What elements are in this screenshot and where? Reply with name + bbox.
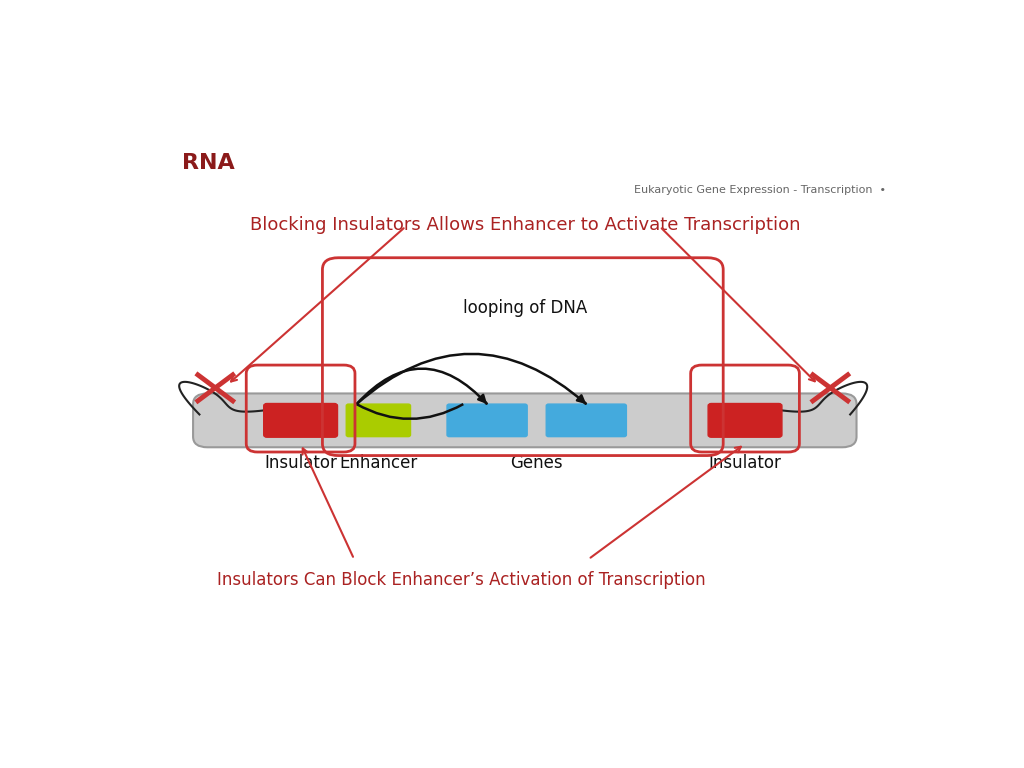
FancyBboxPatch shape [194, 393, 856, 447]
FancyBboxPatch shape [447, 404, 527, 437]
Text: Insulator: Insulator [709, 455, 781, 472]
Text: Insulators Can Block Enhancer’s Activation of Transcription: Insulators Can Block Enhancer’s Activati… [217, 571, 706, 589]
Text: Genes: Genes [510, 455, 563, 472]
Text: looping of DNA: looping of DNA [463, 299, 587, 317]
Text: Blocking Insulators Allows Enhancer to Activate Transcription: Blocking Insulators Allows Enhancer to A… [250, 217, 800, 234]
Text: Enhancer: Enhancer [339, 455, 418, 472]
Text: Eukaryotic Gene Expression - Transcription  •: Eukaryotic Gene Expression - Transcripti… [634, 185, 886, 195]
FancyBboxPatch shape [546, 404, 627, 437]
FancyBboxPatch shape [709, 403, 782, 437]
FancyBboxPatch shape [346, 404, 411, 437]
Text: RNA: RNA [182, 153, 234, 173]
Text: Insulator: Insulator [264, 455, 337, 472]
FancyBboxPatch shape [264, 403, 338, 437]
